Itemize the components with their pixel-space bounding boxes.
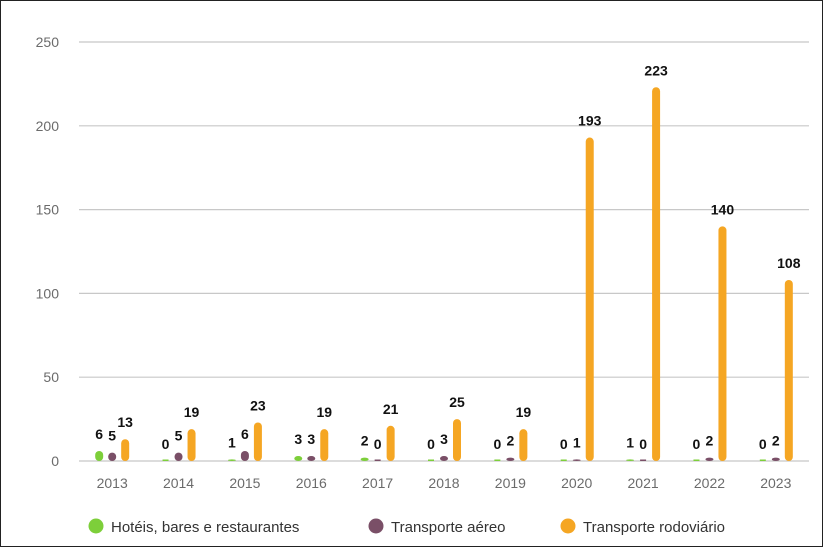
data-label: 2 — [506, 433, 514, 449]
bar — [759, 459, 766, 461]
data-label: 23 — [250, 397, 266, 413]
x-tick-label: 2015 — [229, 475, 260, 491]
bar — [360, 457, 369, 461]
bar — [585, 137, 594, 462]
x-tick-label: 2018 — [428, 475, 459, 491]
data-label: 2 — [706, 433, 714, 449]
data-label: 25 — [449, 394, 465, 410]
bar — [718, 226, 727, 461]
legend-marker — [368, 518, 384, 534]
bar — [560, 459, 567, 461]
legend-label: Transporte rodoviário — [583, 519, 725, 536]
data-label: 2 — [361, 433, 369, 449]
bars — [95, 87, 793, 462]
x-tick-label: 2017 — [362, 475, 393, 491]
legend-label: Hotéis, bares e restaurantes — [111, 519, 299, 536]
y-tick-label: 200 — [36, 118, 60, 134]
bar — [294, 455, 303, 461]
data-label: 0 — [162, 436, 170, 452]
data-label: 5 — [108, 428, 116, 444]
data-label: 19 — [516, 404, 532, 420]
data-label: 0 — [693, 436, 701, 452]
x-tick-label: 2013 — [97, 475, 128, 491]
bar — [174, 452, 183, 461]
legend-marker — [88, 518, 104, 534]
data-label: 140 — [711, 201, 735, 217]
bar — [307, 455, 316, 461]
data-label: 5 — [175, 428, 183, 444]
legend-marker — [560, 518, 576, 534]
grid-lines — [79, 41, 809, 462]
x-axis: 2013 2014 2015 2016 2017 2018 2019 2020 2021 2022… — [97, 475, 792, 491]
x-tick-label: 2023 — [760, 475, 791, 491]
x-tick-label: 2016 — [296, 475, 327, 491]
data-label: 193 — [578, 113, 602, 129]
y-axis: 0 50 100 150 200 250 — [36, 34, 60, 469]
bar — [705, 457, 714, 461]
bar — [494, 459, 501, 461]
legend: Hotéis, bares e restaurantes Transporte a… — [88, 518, 725, 536]
data-label: 3 — [307, 431, 315, 447]
data-label: 1 — [228, 434, 236, 450]
data-label: 223 — [644, 62, 668, 78]
x-tick-label: 2022 — [694, 475, 725, 491]
data-label: 2 — [772, 433, 780, 449]
bar — [108, 452, 117, 461]
data-label: 1 — [626, 434, 634, 450]
bar — [572, 459, 581, 461]
bar — [440, 455, 448, 461]
bar — [374, 459, 381, 461]
y-tick-label: 150 — [36, 202, 60, 218]
data-label: 108 — [777, 255, 801, 271]
bar — [121, 439, 130, 461]
data-label: 21 — [383, 401, 399, 417]
data-label: 1 — [573, 434, 581, 450]
bar — [652, 87, 661, 461]
bar — [693, 459, 700, 461]
bar — [428, 459, 434, 461]
bar — [506, 457, 515, 461]
legend-label: Transporte aéreo — [391, 519, 506, 536]
bar — [240, 450, 249, 461]
y-tick-label: 100 — [36, 285, 60, 301]
data-label: 0 — [493, 436, 501, 452]
data-label: 0 — [639, 436, 647, 452]
bar — [640, 459, 647, 461]
data-label: 19 — [184, 404, 200, 420]
data-label: 13 — [117, 414, 133, 430]
data-label: 3 — [294, 431, 302, 447]
x-tick-label: 2019 — [495, 475, 526, 491]
bar — [386, 425, 395, 461]
data-label: 0 — [759, 436, 767, 452]
bar — [320, 429, 329, 461]
x-tick-label: 2014 — [163, 475, 194, 491]
bar — [453, 419, 461, 461]
bar — [162, 459, 169, 461]
y-tick-label: 50 — [43, 369, 59, 385]
bar — [626, 459, 635, 461]
y-tick-label: 250 — [36, 34, 60, 50]
data-label: 0 — [560, 436, 568, 452]
x-tick-label: 2021 — [628, 475, 659, 491]
y-tick-label: 0 — [51, 453, 59, 469]
data-label: 0 — [374, 436, 382, 452]
bar — [519, 429, 528, 461]
bar — [771, 457, 780, 461]
bar — [187, 429, 196, 461]
bar — [95, 450, 104, 461]
x-tick-label: 2020 — [561, 475, 592, 491]
data-label: 0 — [427, 436, 435, 452]
data-label: 3 — [440, 431, 448, 447]
data-label: 19 — [316, 404, 332, 420]
data-label: 6 — [95, 426, 103, 442]
bar — [784, 279, 793, 461]
bar — [227, 459, 236, 461]
bar — [253, 422, 262, 461]
data-label: 6 — [241, 426, 249, 442]
